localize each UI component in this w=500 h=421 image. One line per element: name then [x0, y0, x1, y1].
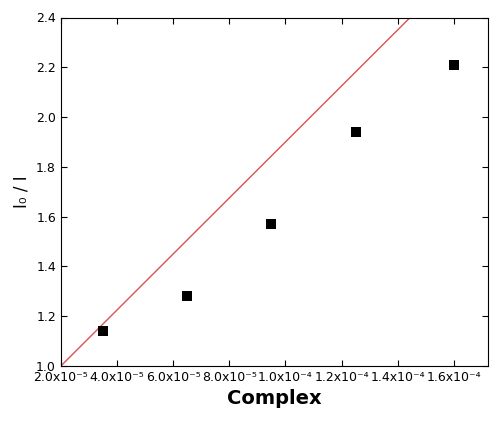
Point — [450, 61, 458, 68]
Point — [352, 129, 360, 136]
Y-axis label: I₀ / I: I₀ / I — [12, 176, 30, 208]
Point — [99, 328, 107, 335]
Point — [268, 221, 276, 227]
X-axis label: Complex: Complex — [227, 389, 322, 408]
Point — [183, 293, 191, 300]
